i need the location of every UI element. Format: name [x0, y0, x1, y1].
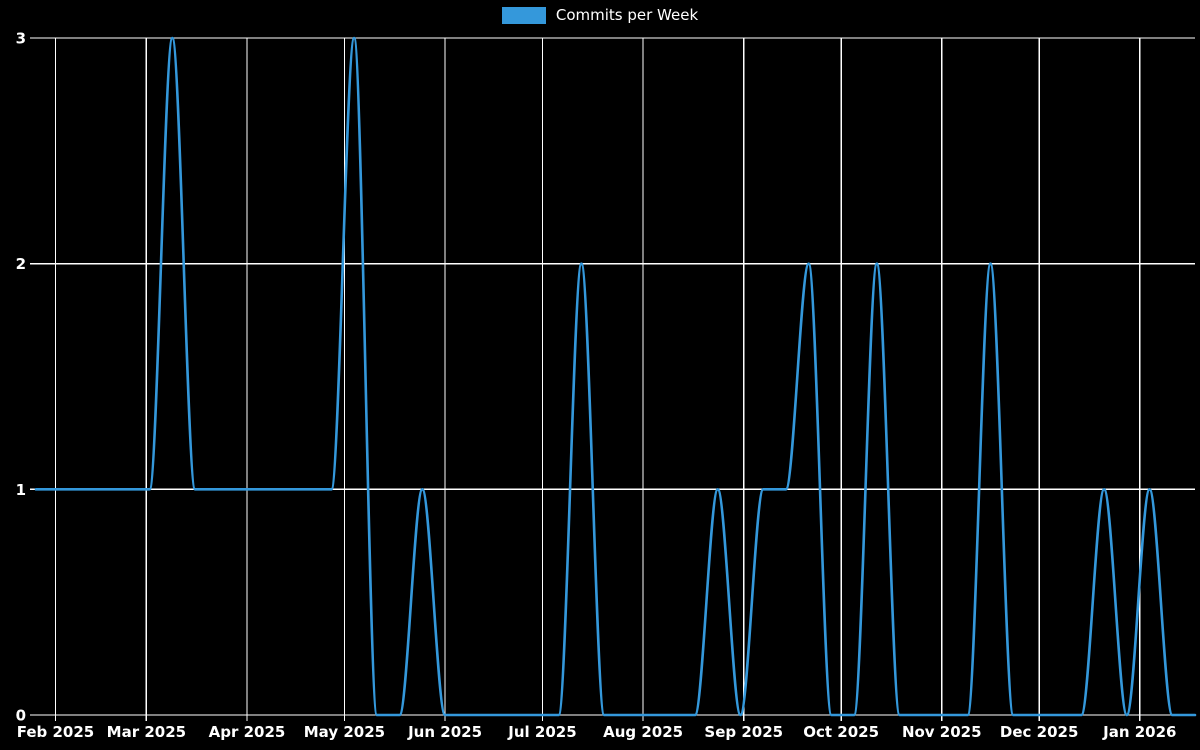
- x-tick-label: Apr 2025: [209, 723, 286, 741]
- chart-legend: Commits per Week: [0, 0, 1200, 30]
- legend-item-label: Commits per Week: [555, 5, 699, 24]
- y-tick-label: 2: [16, 255, 26, 273]
- x-tick-label: Mar 2025: [107, 723, 186, 741]
- y-tick-label: 1: [16, 481, 26, 499]
- x-tick-label: Jun 2025: [407, 723, 482, 741]
- x-tick-label: Aug 2025: [603, 723, 683, 741]
- y-tick-label: 3: [16, 30, 26, 48]
- x-tick-label: Jan 2026: [1102, 723, 1176, 741]
- x-tick-label: Sep 2025: [704, 723, 783, 741]
- x-axis-ticks: Feb 2025 Mar 2025 Apr 2025 May 2025 Jun 2025…: [17, 723, 1177, 741]
- x-tick-label: Oct 2025: [803, 723, 879, 741]
- x-tick-label: Dec 2025: [1000, 723, 1079, 741]
- x-tick-label: Feb 2025: [17, 723, 95, 741]
- color-swatch-icon: [501, 6, 546, 24]
- series-line-commits-per-week: [34, 36, 1197, 717]
- x-tick-label: Nov 2025: [902, 723, 982, 741]
- gridlines: [30, 37, 1195, 721]
- y-tick-label: 0: [16, 707, 26, 725]
- x-tick-label: Jul 2025: [507, 723, 576, 741]
- x-tick-label: May 2025: [304, 723, 385, 741]
- y-axis-ticks: 0 1 2 3: [16, 30, 26, 725]
